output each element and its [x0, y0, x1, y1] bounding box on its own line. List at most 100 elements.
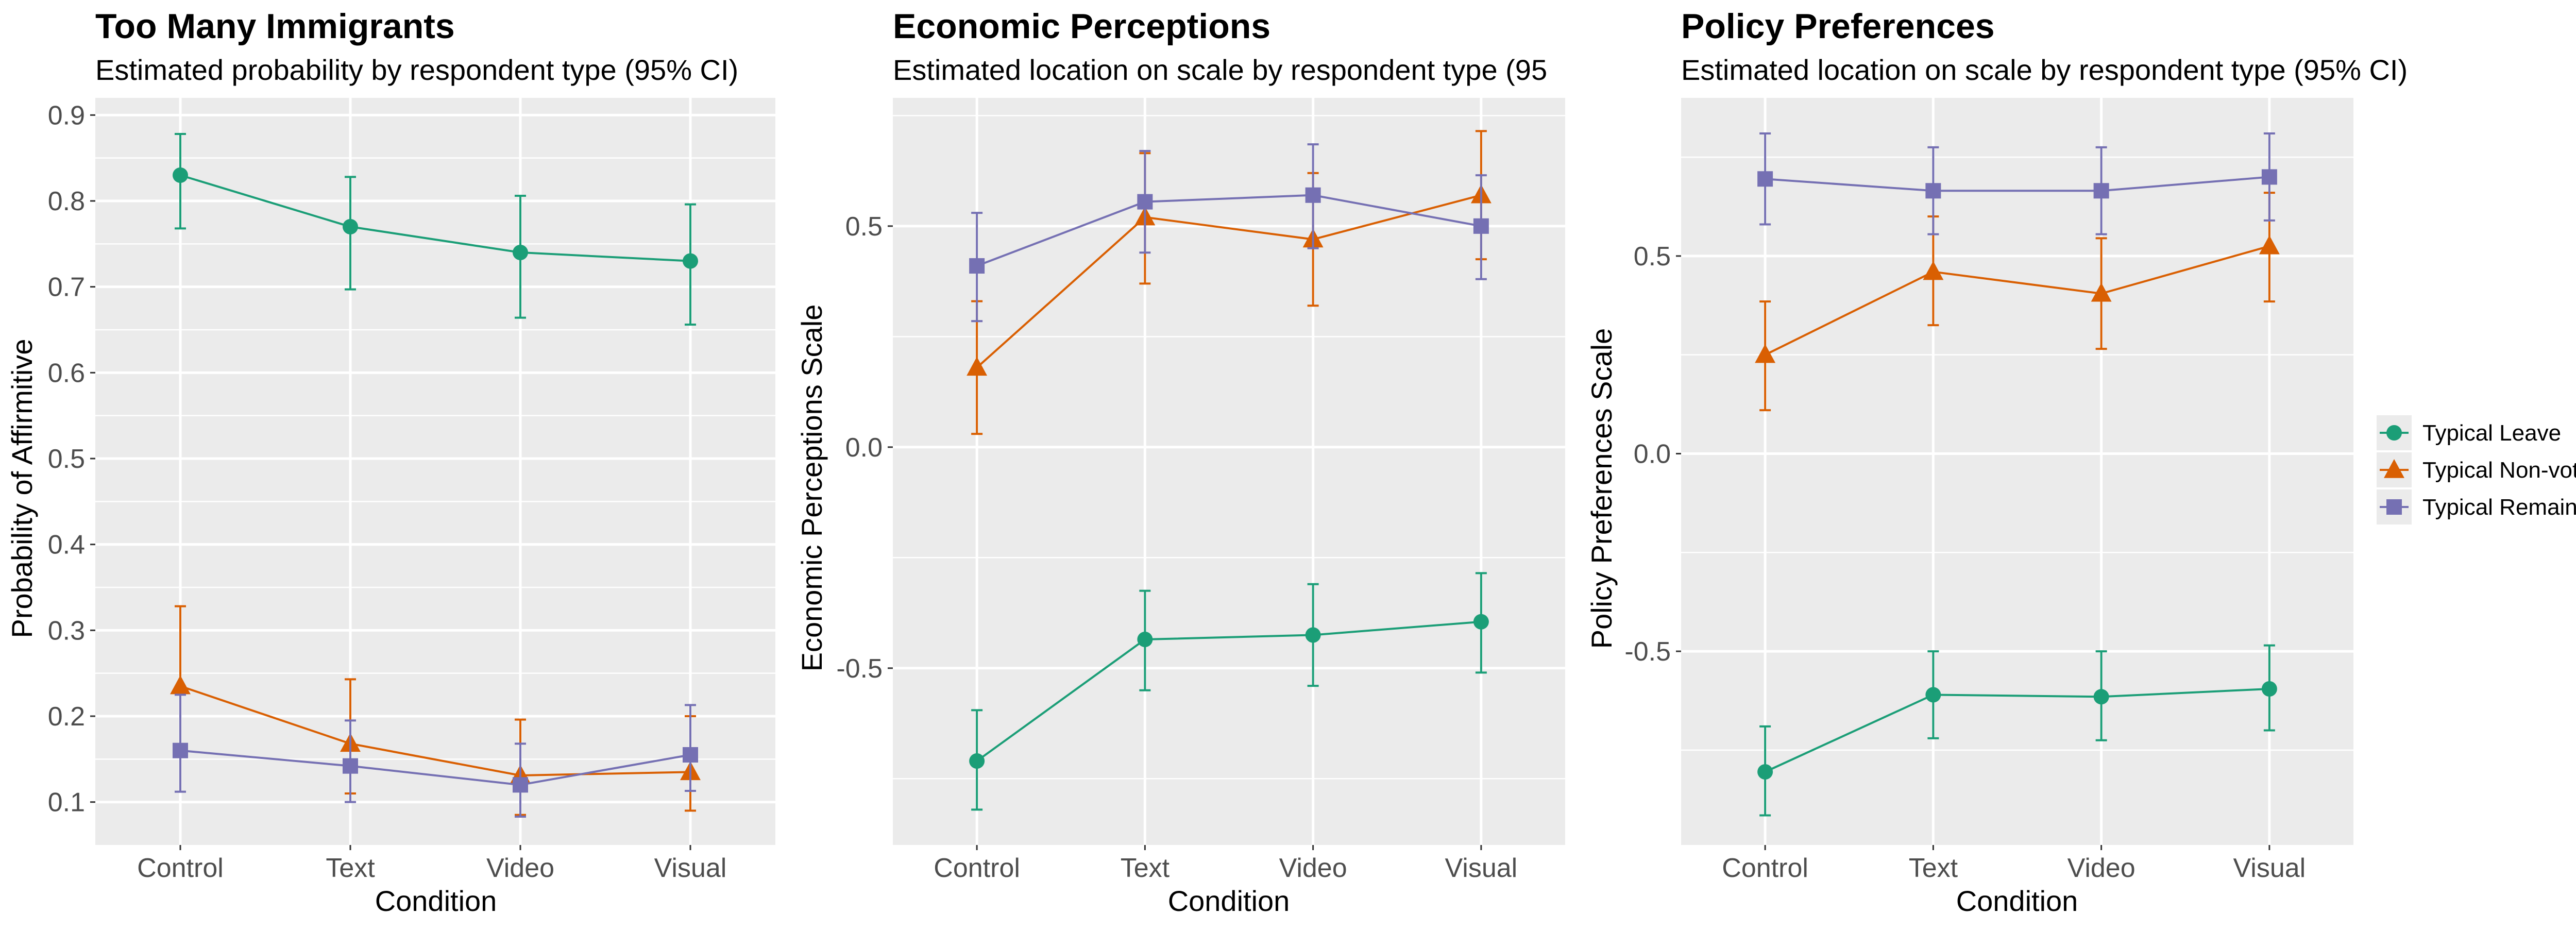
panel-background — [95, 98, 775, 845]
y-axis-label: Policy Preferences Scale — [1585, 328, 1618, 649]
x-tick-label: Visual — [2233, 853, 2306, 883]
y-tick-label: 0.5 — [48, 444, 85, 474]
y-tick-label: 0.0 — [845, 433, 883, 463]
data-point — [1755, 344, 1776, 363]
legend-label: Typical Non-voter — [2422, 458, 2576, 483]
data-point — [1137, 632, 1153, 648]
legend-label: Typical Leave — [2422, 420, 2561, 446]
data-point — [1137, 194, 1153, 210]
panel-background — [1681, 98, 2353, 845]
plot-area: -0.5 0.0 0.5 Control Text Video Visual — [836, 98, 1565, 883]
plot-area: -0.5 0.0 0.5 Control Text Video Visual — [1624, 98, 2353, 883]
data-point — [1473, 218, 1489, 234]
y-tick-label: -0.5 — [836, 654, 883, 684]
series-line — [180, 174, 691, 262]
x-axis-label: Condition — [1956, 885, 2078, 917]
panel-subtitle: Estimated probability by respondent type… — [95, 54, 738, 86]
data-point — [967, 357, 988, 376]
data-point — [969, 753, 985, 769]
data-point — [170, 675, 191, 695]
x-tick-label: Text — [1909, 853, 1958, 883]
y-tick-label: 0.8 — [48, 187, 85, 216]
data-point — [2093, 689, 2109, 705]
data-point — [173, 167, 188, 183]
series-line — [976, 194, 1482, 267]
panel-economic-perceptions: Economic Perceptions Estimated location … — [795, 7, 1565, 917]
y-tick-label: 0.1 — [48, 788, 85, 818]
legend-key-marker — [2384, 459, 2404, 478]
panel-title: Too Many Immigrants — [95, 7, 455, 46]
data-point — [2259, 235, 2280, 255]
y-tick-label: 0.7 — [48, 273, 85, 302]
data-point — [1305, 187, 1321, 203]
data-point — [513, 777, 528, 793]
x-tick-label: Visual — [1445, 853, 1518, 883]
data-point — [1925, 687, 1941, 703]
y-tick-label: 0.9 — [48, 100, 85, 130]
data-point — [513, 245, 528, 260]
x-tick-label: Control — [1722, 853, 1808, 883]
data-point — [173, 742, 188, 758]
x-axis-label: Condition — [375, 885, 497, 917]
x-tick-label: Control — [934, 853, 1020, 883]
series-line — [976, 620, 1482, 762]
y-axis-label: Probability of Affirmitive — [6, 339, 38, 638]
data-point — [343, 758, 358, 774]
x-tick-label: Video — [1279, 853, 1347, 883]
data-point — [2093, 183, 2109, 199]
data-point — [683, 747, 698, 763]
series-line — [1765, 176, 2270, 192]
data-point — [1923, 261, 1944, 280]
series-line — [1765, 687, 2269, 773]
data-point — [683, 253, 698, 269]
x-tick-label: Control — [137, 853, 224, 883]
data-point — [1757, 764, 1773, 780]
legend-key-marker — [2386, 499, 2402, 515]
data-point — [969, 258, 985, 274]
panel-subtitle: Estimated location on scale by responden… — [1681, 54, 2408, 86]
panel-too-many-immigrants: Too Many Immigrants Estimated probabilit… — [6, 7, 775, 917]
x-tick-label: Video — [2067, 853, 2136, 883]
y-tick-label: 0.5 — [845, 212, 883, 242]
series-typical-leave — [173, 133, 698, 326]
series-line — [180, 685, 691, 777]
y-tick-label: 0.5 — [1634, 242, 1671, 272]
panel-subtitle: Estimated location on scale by responden… — [893, 54, 1547, 86]
y-tick-label: 0.2 — [48, 702, 85, 732]
x-tick-label: Text — [1121, 853, 1170, 883]
series-typical-remain — [173, 694, 698, 818]
y-tick-label: 0.3 — [48, 616, 85, 646]
series-line — [180, 749, 691, 786]
data-point — [1305, 627, 1321, 643]
y-tick-label: 0.4 — [48, 530, 85, 560]
series-typical-remain — [1757, 132, 2277, 235]
series-typical-remain — [969, 143, 1489, 323]
legend: Typical Leave Typical Non-voter Typical Re… — [2372, 410, 2576, 528]
y-axis-label: Economic Perceptions Scale — [795, 305, 828, 672]
x-tick-label: Visual — [654, 853, 727, 883]
data-point — [1473, 614, 1489, 630]
data-point — [1757, 171, 1773, 187]
panel-background — [893, 98, 1565, 845]
data-point — [1925, 183, 1941, 199]
y-tick-label: -0.5 — [1624, 637, 1671, 667]
panel-title: Policy Preferences — [1681, 7, 1995, 46]
legend-label: Typical Remain — [2422, 495, 2576, 520]
series-typical-leave — [1757, 644, 2277, 817]
plot-area: 0.1 0.2 0.3 0.4 0.5 0.6 0.7 0.8 0.9 Control Text Vi… — [48, 98, 775, 883]
data-point — [2091, 282, 2112, 302]
panel-policy-preferences: Policy Preferences Estimated location on… — [1585, 7, 2408, 917]
panel-title: Economic Perceptions — [893, 7, 1270, 46]
y-tick-label: 0.6 — [48, 358, 85, 388]
series-line — [1765, 245, 2270, 356]
data-point — [2261, 681, 2277, 697]
y-tick-label: 0.0 — [1634, 439, 1671, 469]
data-point — [343, 219, 358, 234]
series-line — [976, 194, 1482, 368]
x-tick-label: Text — [326, 853, 375, 883]
data-point — [2261, 169, 2277, 185]
x-axis-label: Condition — [1168, 885, 1290, 917]
x-tick-label: Video — [486, 853, 554, 883]
